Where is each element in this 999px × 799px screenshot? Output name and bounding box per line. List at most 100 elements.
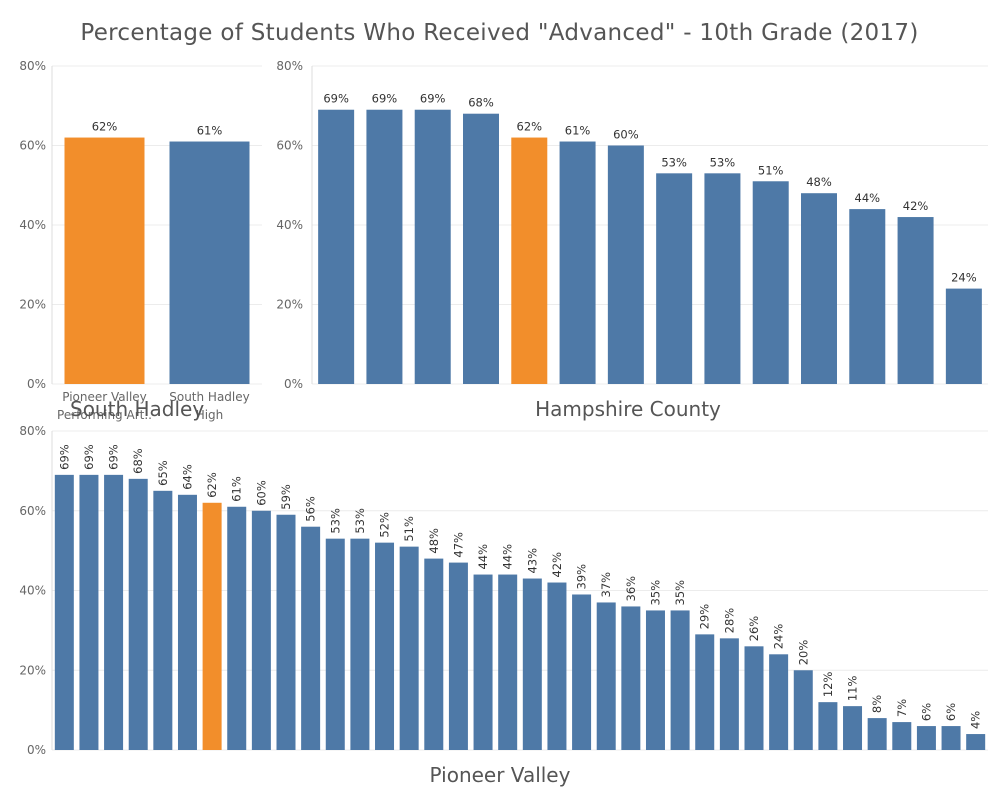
data-label: 44% — [855, 191, 881, 205]
bar — [79, 474, 99, 750]
bar — [473, 574, 493, 750]
panel-hampshire-county: 0% 20% 40% 60% 80% 69% 69% 69% 68% 62% 61% 60% 53% 53… — [276, 59, 988, 421]
data-label: 51% — [758, 163, 784, 177]
data-label: 69% — [372, 92, 398, 106]
bar — [704, 173, 741, 384]
data-label: 69% — [420, 92, 446, 106]
data-label: 69% — [57, 444, 71, 470]
data-label: 24% — [772, 624, 786, 650]
data-label: 60% — [254, 480, 268, 506]
bar — [414, 109, 451, 384]
y-tick-label: 20% — [276, 298, 303, 312]
data-label: 60% — [613, 128, 639, 142]
y-tick-label: 60% — [19, 139, 46, 153]
bar — [656, 173, 693, 384]
bar — [966, 734, 986, 750]
bar — [572, 594, 592, 750]
data-label: 47% — [451, 532, 465, 558]
bar — [54, 474, 74, 750]
data-label: 7% — [895, 699, 909, 717]
data-label: 42% — [903, 199, 929, 213]
y-tick-label: 20% — [19, 663, 46, 677]
y-tick-label: 0% — [27, 743, 46, 757]
y-tick-label: 40% — [19, 218, 46, 232]
data-label: 26% — [747, 616, 761, 642]
x-tick-label: Pioneer Valley Performing Art.. — [57, 390, 152, 422]
data-label: 44% — [501, 544, 515, 570]
bar — [375, 542, 395, 750]
panel-title: Hampshire County — [535, 397, 721, 421]
panel-title: South Hadley — [70, 397, 204, 421]
y-tick-label: 0% — [27, 377, 46, 391]
bar — [818, 702, 838, 750]
bar — [547, 582, 567, 750]
y-tick-label: 20% — [19, 298, 46, 312]
bar — [511, 137, 548, 384]
y-tick-label: 40% — [276, 218, 303, 232]
bar — [301, 526, 321, 750]
bar — [177, 494, 197, 750]
bar — [128, 478, 148, 750]
data-label: 37% — [599, 572, 613, 598]
y-tick-label: 60% — [276, 139, 303, 153]
bar — [849, 209, 886, 384]
bar — [621, 606, 641, 750]
bar — [670, 610, 690, 750]
bar — [318, 109, 355, 384]
data-label: 61% — [197, 124, 223, 138]
bar — [424, 558, 444, 750]
data-label: 20% — [796, 640, 810, 666]
panel-south-hadley: 0% 20% 40% 60% 80% 62% 61% Pioneer Valley Perfor… — [19, 59, 262, 422]
data-label: 43% — [525, 548, 539, 574]
bar — [892, 722, 912, 750]
bar — [153, 490, 173, 750]
bar — [752, 181, 789, 384]
bar — [744, 646, 764, 750]
bar — [607, 145, 644, 384]
bar — [251, 510, 271, 750]
data-label: 68% — [131, 448, 145, 474]
data-label: 69% — [323, 92, 349, 106]
data-label: 6% — [919, 703, 933, 721]
data-label: 61% — [230, 476, 244, 502]
bar — [645, 610, 665, 750]
bar — [793, 670, 813, 750]
data-label: 69% — [82, 444, 96, 470]
bar — [522, 578, 542, 750]
data-label: 8% — [870, 695, 884, 713]
bar — [64, 137, 145, 384]
bar — [941, 726, 961, 750]
data-label: 56% — [304, 496, 318, 522]
data-label: 42% — [550, 552, 564, 578]
bar — [463, 113, 499, 384]
y-tick-label: 80% — [19, 59, 46, 73]
bar — [945, 288, 982, 384]
y-tick-label: 80% — [276, 59, 303, 73]
y-tick-label: 40% — [19, 584, 46, 598]
data-label: 68% — [468, 96, 494, 110]
data-label: 53% — [661, 155, 687, 169]
data-label: 64% — [180, 464, 194, 490]
y-tick-label: 80% — [19, 424, 46, 438]
bar — [843, 706, 863, 750]
data-label: 29% — [698, 604, 712, 630]
bar — [448, 562, 468, 750]
data-label: 62% — [92, 120, 118, 134]
data-label: 36% — [624, 576, 638, 602]
data-label: 48% — [427, 528, 441, 554]
bar — [350, 538, 370, 750]
data-label: 62% — [205, 472, 219, 498]
panel-pioneer-valley: 0% 20% 40% 60% 80% 69% 69% 69% 68% 65% 64% 62% 61% 60… — [19, 424, 988, 787]
bar — [498, 574, 518, 750]
data-label: 35% — [673, 580, 687, 606]
data-label: 44% — [476, 544, 490, 570]
data-label: 51% — [402, 516, 416, 542]
data-label: 62% — [517, 120, 543, 134]
data-label: 69% — [107, 444, 121, 470]
data-label: 35% — [648, 580, 662, 606]
data-label: 61% — [565, 124, 591, 138]
data-label: 28% — [722, 608, 736, 634]
data-label: 53% — [710, 155, 736, 169]
data-label: 53% — [328, 508, 342, 534]
bar — [325, 538, 345, 750]
